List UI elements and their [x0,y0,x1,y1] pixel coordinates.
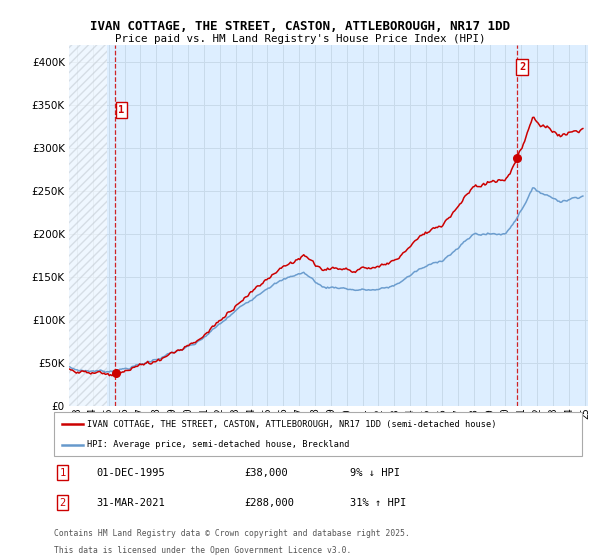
Text: 01-DEC-1995: 01-DEC-1995 [96,468,165,478]
Text: HPI: Average price, semi-detached house, Breckland: HPI: Average price, semi-detached house,… [87,440,349,449]
Text: IVAN COTTAGE, THE STREET, CASTON, ATTLEBOROUGH, NR17 1DD (semi-detached house): IVAN COTTAGE, THE STREET, CASTON, ATTLEB… [87,419,496,428]
Text: 1: 1 [59,468,65,478]
Text: 2: 2 [519,62,526,72]
FancyBboxPatch shape [54,412,582,456]
Text: £288,000: £288,000 [244,498,294,508]
Text: IVAN COTTAGE, THE STREET, CASTON, ATTLEBOROUGH, NR17 1DD: IVAN COTTAGE, THE STREET, CASTON, ATTLEB… [90,20,510,32]
Text: 31-MAR-2021: 31-MAR-2021 [96,498,165,508]
Text: This data is licensed under the Open Government Licence v3.0.: This data is licensed under the Open Gov… [54,546,352,555]
Text: 2: 2 [59,498,65,508]
Text: 31% ↑ HPI: 31% ↑ HPI [350,498,406,508]
Bar [69,45,107,406]
Text: 9% ↓ HPI: 9% ↓ HPI [350,468,400,478]
Text: 1: 1 [118,105,125,115]
Text: Price paid vs. HM Land Registry's House Price Index (HPI): Price paid vs. HM Land Registry's House … [115,34,485,44]
Text: £38,000: £38,000 [244,468,288,478]
Text: Contains HM Land Registry data © Crown copyright and database right 2025.: Contains HM Land Registry data © Crown c… [54,529,410,538]
